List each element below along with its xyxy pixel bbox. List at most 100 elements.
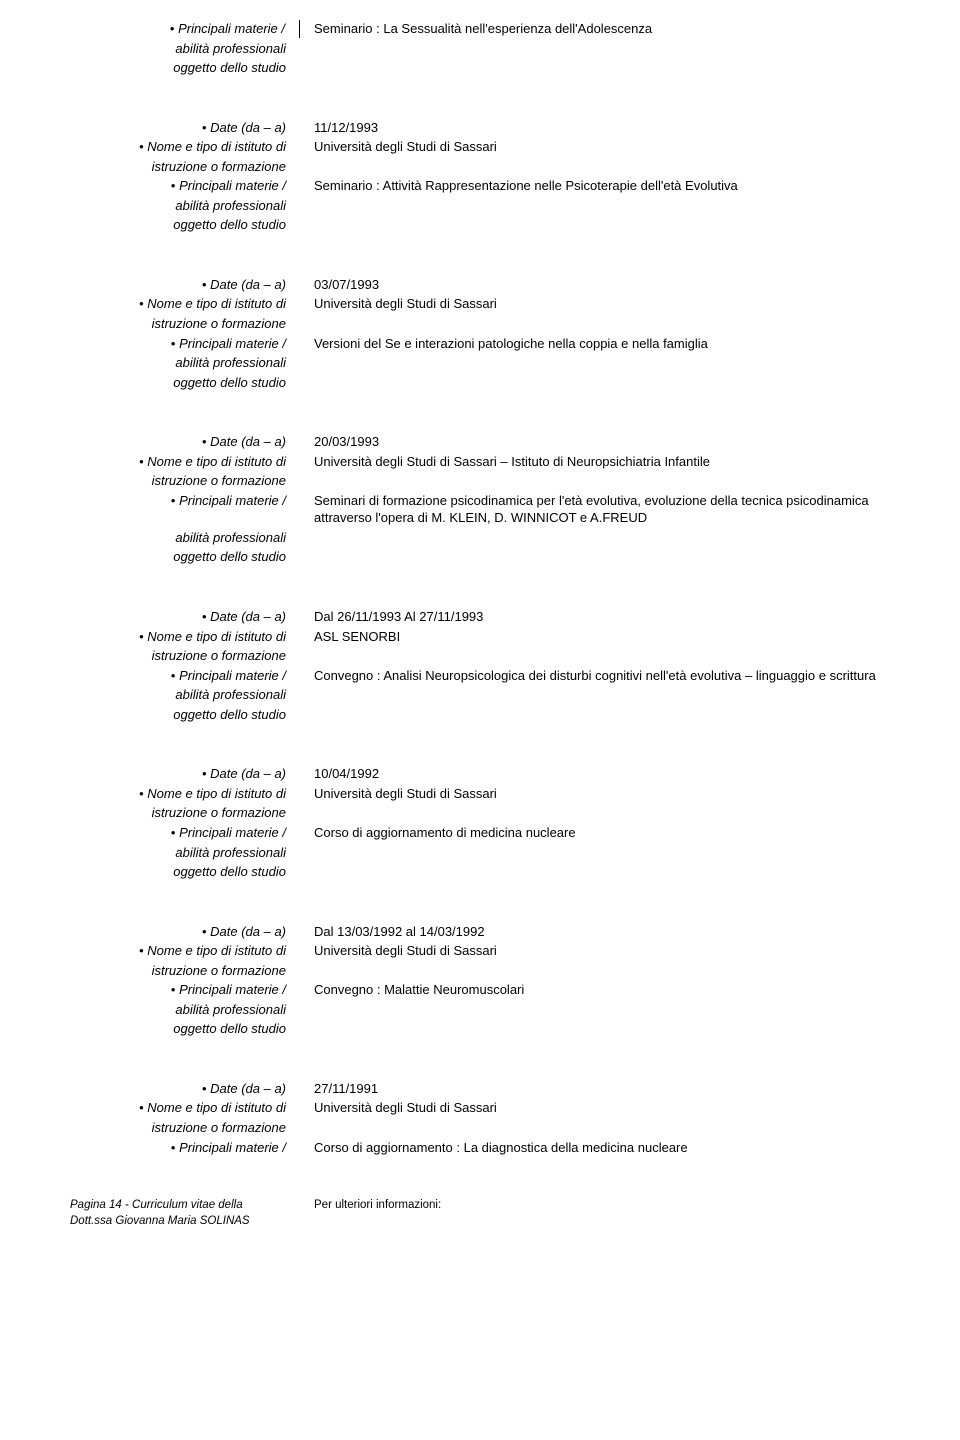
subject-label: • Principali materie /	[70, 667, 300, 685]
subject-value: Convegno : Analisi Neuropsicologica dei …	[300, 667, 890, 685]
date-label: • Date (da – a)	[70, 1080, 300, 1098]
cv-row: • Principali materie /Corso di aggiornam…	[70, 824, 890, 842]
cv-row: istruzione o formazione	[70, 1119, 890, 1137]
cv-row: • Date (da – a) Dal 13/03/1992 al 14/03/…	[70, 923, 890, 941]
cv-row: • Date (da – a)20/03/1993	[70, 433, 890, 451]
institute-value: Università degli Studi di Sassari	[300, 138, 890, 156]
date-value: Dal 13/03/1992 al 14/03/1992	[300, 923, 890, 941]
subject-label: • Principali materie /	[70, 177, 300, 195]
cv-row: • Principali materie /Convegno : Malatti…	[70, 981, 890, 999]
bullet-icon: •	[202, 434, 210, 449]
cv-entry: • Date (da – a)Dal 26/11/1993 Al 27/11/1…	[70, 608, 890, 723]
subject-label-2: abilità professionali	[70, 197, 300, 215]
institute-value: Università degli Studi di Sassari	[300, 295, 890, 313]
bullet-icon: •	[171, 336, 179, 351]
subject-label-3: oggetto dello studio	[70, 59, 300, 77]
subject-label-2: abilità professionali	[70, 1001, 300, 1019]
footer-right: Per ulteriori informazioni:	[300, 1198, 890, 1229]
institute-label: • Nome e tipo di istituto di	[70, 942, 300, 960]
bullet-icon: •	[139, 139, 147, 154]
cv-row: abilità professionali	[70, 354, 890, 372]
subject-value: Corso di aggiornamento di medicina nucle…	[300, 824, 890, 842]
institute-label-2: istruzione o formazione	[70, 647, 300, 665]
cv-row: oggetto dello studio	[70, 863, 890, 881]
date-value: 03/07/1993	[300, 276, 890, 294]
cv-row: • Principali materie /Seminario : Attivi…	[70, 177, 890, 195]
date-value: Dal 26/11/1993 Al 27/11/1993	[300, 608, 890, 626]
bullet-icon: •	[139, 1100, 147, 1115]
bullet-icon: •	[171, 982, 179, 997]
cv-entry: • Date (da – a)27/11/1991• Nome e tipo d…	[70, 1080, 890, 1156]
cv-entry: • Date (da – a) Dal 13/03/1992 al 14/03/…	[70, 923, 890, 1038]
subject-label-3: oggetto dello studio	[70, 374, 300, 392]
cv-row: • Nome e tipo di istituto diUniversità d…	[70, 453, 890, 471]
bullet-icon: •	[171, 1140, 179, 1155]
bullet-icon: •	[139, 296, 147, 311]
institute-value: Università degli Studi di Sassari – Isti…	[300, 453, 890, 471]
cv-row: abilità professionali	[70, 844, 890, 862]
page-footer: Pagina 14 - Curriculum vitae della Dott.…	[70, 1198, 890, 1229]
bullet-icon: •	[202, 120, 210, 135]
date-label: • Date (da – a)	[70, 765, 300, 783]
date-value: 11/12/1993	[300, 119, 890, 137]
cv-entry: • Date (da – a)10/04/1992• Nome e tipo d…	[70, 765, 890, 880]
subject-value: Corso di aggiornamento : La diagnostica …	[300, 1139, 890, 1157]
subject-label: • Principali materie /	[70, 981, 300, 999]
date-label: • Date (da – a)	[70, 608, 300, 626]
institute-label-2: istruzione o formazione	[70, 158, 300, 176]
bullet-icon: •	[202, 924, 210, 939]
cv-row: abilità professionali	[70, 686, 890, 704]
subject-label-3: oggetto dello studio	[70, 863, 300, 881]
date-value: 27/11/1991	[300, 1080, 890, 1098]
footer-left: Pagina 14 - Curriculum vitae della Dott.…	[70, 1198, 300, 1229]
subject-label-2: abilità professionali	[70, 529, 300, 547]
bullet-icon: •	[139, 629, 147, 644]
footer-name-line: Dott.ssa Giovanna Maria SOLINAS	[70, 1215, 250, 1227]
cv-row: abilità professionali	[70, 197, 890, 215]
cv-row: • Nome e tipo di istituto diUniversità d…	[70, 785, 890, 803]
cv-entry: • Principali materie /Seminario : La Ses…	[70, 20, 890, 77]
cv-row: istruzione o formazione	[70, 315, 890, 333]
subject-label-2: abilità professionali	[70, 686, 300, 704]
bullet-icon: •	[202, 766, 210, 781]
cv-row: • Principali materie /Corso di aggiornam…	[70, 1139, 890, 1157]
institute-label: • Nome e tipo di istituto di	[70, 453, 300, 471]
institute-label-2: istruzione o formazione	[70, 315, 300, 333]
cv-row: oggetto dello studio	[70, 1020, 890, 1038]
cv-row: oggetto dello studio	[70, 374, 890, 392]
date-label: • Date (da – a)	[70, 433, 300, 451]
bullet-icon: •	[202, 1081, 210, 1096]
institute-label-2: istruzione o formazione	[70, 962, 300, 980]
subject-value: Seminario : La Sessualità nell'esperienz…	[300, 20, 890, 38]
subject-label: • Principali materie /	[70, 335, 300, 353]
institute-label-2: istruzione o formazione	[70, 804, 300, 822]
cv-row: istruzione o formazione	[70, 472, 890, 490]
subject-value: Seminari di formazione psicodinamica per…	[300, 492, 890, 527]
institute-label: • Nome e tipo di istituto di	[70, 785, 300, 803]
date-label: • Date (da – a)	[70, 923, 300, 941]
cv-row: istruzione o formazione	[70, 804, 890, 822]
institute-label: • Nome e tipo di istituto di	[70, 138, 300, 156]
cv-row: oggetto dello studio	[70, 59, 890, 77]
institute-value: Università degli Studi di Sassari	[300, 1099, 890, 1117]
cv-row: • Date (da – a)03/07/1993	[70, 276, 890, 294]
subject-label-3: oggetto dello studio	[70, 1020, 300, 1038]
subject-label-3: oggetto dello studio	[70, 548, 300, 566]
cv-row: • Principali materie /Seminari di formaz…	[70, 492, 890, 527]
institute-label-2: istruzione o formazione	[70, 472, 300, 490]
cv-row: abilità professionali	[70, 40, 890, 58]
institute-label-2: istruzione o formazione	[70, 1119, 300, 1137]
subject-label: • Principali materie /	[70, 20, 300, 38]
subject-label: • Principali materie /	[70, 1139, 300, 1157]
bullet-icon: •	[171, 825, 179, 840]
cv-row: • Date (da – a)11/12/1993	[70, 119, 890, 137]
cv-row: abilità professionali	[70, 1001, 890, 1019]
cv-row: • Date (da – a)10/04/1992	[70, 765, 890, 783]
institute-value: Università degli Studi di Sassari	[300, 942, 890, 960]
cv-row: • Nome e tipo di istituto diASL SENORBI	[70, 628, 890, 646]
date-value: 20/03/1993	[300, 433, 890, 451]
bullet-icon: •	[171, 493, 179, 508]
cv-entry: • Date (da – a)20/03/1993• Nome e tipo d…	[70, 433, 890, 566]
institute-label: • Nome e tipo di istituto di	[70, 628, 300, 646]
date-value: 10/04/1992	[300, 765, 890, 783]
